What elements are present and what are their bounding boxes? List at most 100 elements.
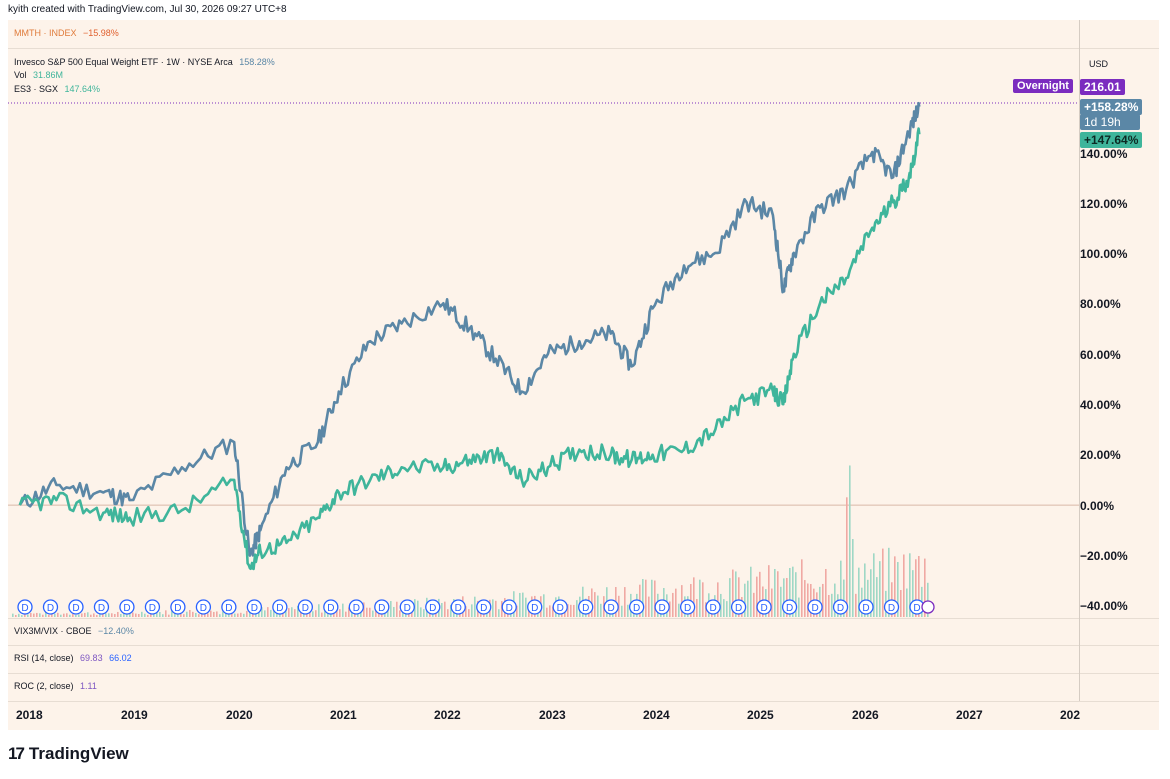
dividend-marker-circle — [501, 599, 517, 615]
vix-legend[interactable]: VIX3M/VIX · CBOE −12.40% — [14, 626, 134, 636]
dividend-marker[interactable]: D — [221, 599, 237, 615]
dividend-marker[interactable]: D — [629, 599, 645, 615]
volume-bar — [156, 612, 158, 617]
volume-bar — [759, 571, 761, 617]
volume-bar — [576, 600, 578, 617]
dividend-marker[interactable]: D — [450, 599, 466, 615]
dividend-marker[interactable]: D — [832, 599, 849, 615]
dividend-marker-label: D — [862, 603, 869, 614]
dividend-marker[interactable]: D — [399, 599, 415, 615]
dividend-marker[interactable]: D — [476, 599, 492, 615]
dividend-marker[interactable]: D — [679, 599, 696, 615]
dividend-marker[interactable]: D — [170, 599, 186, 615]
dividend-marker[interactable]: D — [348, 599, 364, 615]
dividend-marker[interactable]: D — [883, 599, 900, 615]
volume-bar — [849, 465, 851, 617]
volume-bar — [75, 614, 77, 617]
dividend-marker-label: D — [888, 603, 895, 614]
volume-bar — [771, 588, 773, 617]
volume-bar — [198, 614, 200, 617]
volume-bar — [291, 607, 293, 617]
volume-bar — [234, 613, 236, 617]
es3-legend[interactable]: ES3 · SGX 147.64% — [14, 84, 100, 94]
volume-bar — [312, 611, 314, 617]
dividend-marker[interactable]: D — [730, 599, 747, 615]
dividend-marker[interactable]: D — [246, 599, 263, 615]
volume-bar — [693, 577, 695, 617]
x-tick-label: 2024 — [643, 708, 670, 722]
volume-bar — [768, 565, 770, 617]
dividend-marker-label: D — [149, 603, 156, 614]
y-tick-label: −40.00% — [1080, 599, 1128, 613]
dividend-marker-circle — [399, 599, 415, 615]
dividend-marker-circle — [476, 599, 492, 615]
dividend-marker[interactable]: D — [93, 599, 110, 615]
volume-bar — [168, 614, 170, 617]
volume-bar — [447, 609, 449, 617]
dividend-marker[interactable]: D — [501, 599, 517, 615]
mmth-legend[interactable]: MMTH · INDEX −15.98% — [14, 28, 119, 38]
volume-bar — [219, 614, 221, 617]
dividend-marker[interactable]: D — [654, 599, 670, 615]
dividend-marker-label: D — [506, 603, 513, 614]
volume-bar — [843, 579, 845, 617]
dividend-marker-circle — [221, 599, 237, 615]
volume-bar — [522, 592, 524, 617]
dividend-marker-label: D — [353, 603, 360, 614]
volume-bar — [798, 597, 800, 617]
dividend-marker[interactable]: D — [68, 599, 84, 615]
dividend-marker-label: D — [302, 603, 309, 614]
dividend-marker[interactable]: D — [807, 599, 823, 615]
pane-separator — [8, 618, 1159, 619]
dividend-marker[interactable]: D — [527, 599, 543, 615]
volume-bar — [366, 607, 368, 617]
rsi-legend[interactable]: RSI (14, close) 69.83 66.02 — [14, 653, 132, 663]
volume-bar — [756, 576, 758, 617]
currency-label[interactable]: USD — [1089, 59, 1109, 69]
dividend-marker[interactable]: D — [374, 599, 390, 615]
volume-bar — [735, 571, 737, 617]
dividend-marker-label: D — [98, 603, 105, 614]
volume-bar — [888, 547, 890, 617]
tradingview-logo[interactable]: 17 TradingView — [8, 744, 129, 764]
volume-legend[interactable]: Vol 31.86M — [14, 70, 63, 80]
dividend-marker[interactable]: D — [144, 599, 161, 615]
dividend-marker[interactable]: D — [119, 599, 135, 615]
dividend-marker[interactable]: D — [272, 599, 288, 615]
volume-bar — [207, 613, 209, 617]
dividend-marker[interactable]: D — [705, 599, 721, 615]
y-tick-label: 120.00% — [1080, 197, 1128, 211]
dividend-marker[interactable]: D — [603, 599, 619, 615]
volume-bar — [348, 607, 350, 617]
volume-bar — [450, 604, 452, 617]
volume-bar — [216, 611, 218, 617]
countdown-tag: 1d 19h — [1080, 114, 1140, 130]
volume-bar — [84, 612, 86, 617]
dividend-marker[interactable]: D — [552, 599, 568, 615]
dividend-marker-label: D — [455, 603, 462, 614]
dividend-marker[interactable]: D — [297, 599, 313, 615]
dividend-marker[interactable]: D — [858, 599, 874, 615]
main-series-legend[interactable]: Invesco S&P 500 Equal Weight ETF · 1W · … — [14, 57, 275, 67]
volume-bar — [492, 599, 494, 617]
dividend-marker[interactable]: D — [42, 599, 59, 615]
dividend-marker-circle — [603, 599, 619, 615]
volume-bar — [654, 580, 656, 617]
dividend-marker[interactable]: D — [17, 599, 33, 615]
dividend-marker[interactable]: D — [578, 599, 594, 615]
dividend-marker[interactable]: D — [425, 599, 441, 615]
volume-bar — [600, 603, 602, 617]
dividend-marker[interactable]: D — [195, 599, 212, 615]
dividend-marker[interactable]: D — [323, 599, 339, 615]
volume-bar — [627, 604, 629, 617]
dividend-marker[interactable]: D — [781, 599, 798, 615]
volume-bar — [828, 595, 830, 617]
roc-legend[interactable]: ROC (2, close) 1.11 — [14, 681, 97, 691]
dividend-marker-circle — [552, 599, 568, 615]
volume-bar — [345, 611, 347, 617]
volume-bar — [786, 577, 788, 617]
rsi-legend-value-1: 69.83 — [80, 653, 103, 663]
dividend-marker[interactable]: D — [756, 599, 772, 615]
dividend-marker-label: D — [760, 603, 767, 614]
